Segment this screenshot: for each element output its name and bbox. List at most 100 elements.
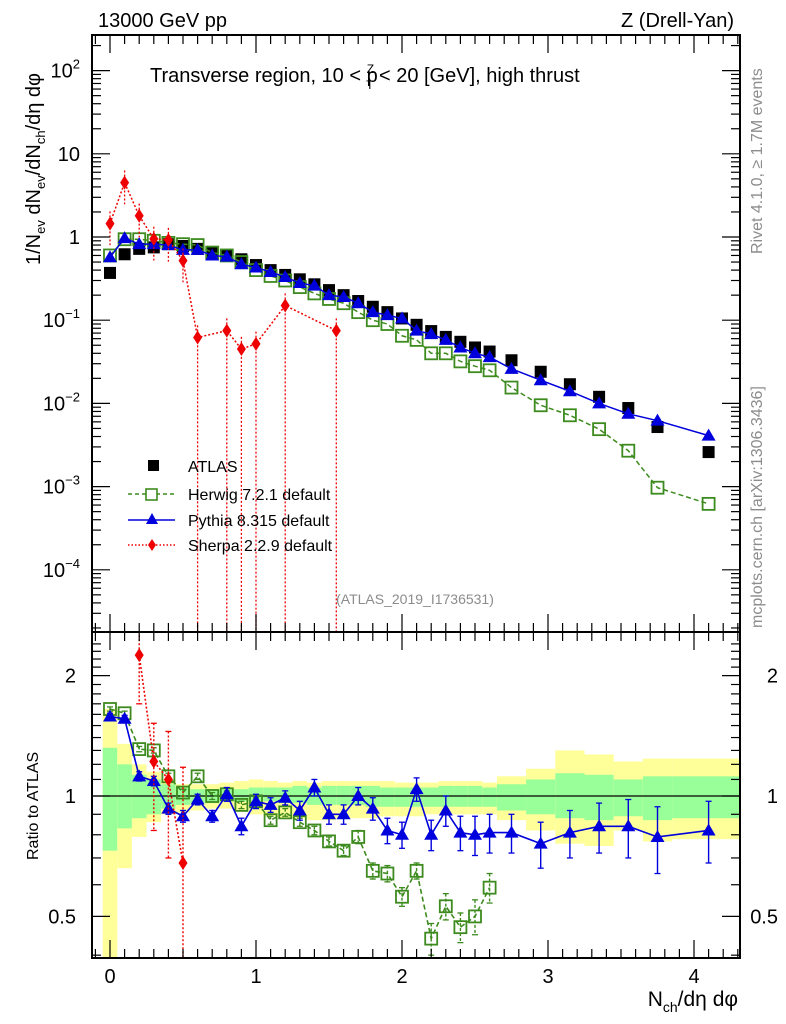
x-tick-label: 0 [104, 966, 115, 988]
series-line-pythia [109, 237, 709, 437]
plot-title: Transverse region, 10 < pZ T < 20 [GeV], … [150, 62, 580, 92]
header-left-label: 13000 GeV pp [98, 10, 227, 32]
data-point-herwig [438, 346, 453, 361]
data-point-sherpa [222, 323, 232, 338]
data-point-pythia [205, 248, 220, 261]
data-point-pythia [365, 305, 380, 318]
plot-title-sub: T [366, 78, 374, 92]
data-point-pythia [380, 308, 395, 321]
header-right-label: Z (Drell-Yan) [621, 10, 734, 32]
ratio-point-herwig [365, 863, 380, 878]
data-point-herwig [563, 408, 577, 423]
uncertainty-band-inner [496, 784, 527, 811]
data-point-pythia [117, 231, 132, 244]
ratio-point-herwig [205, 789, 220, 803]
ratio-line-pythia [109, 715, 709, 845]
legend-marker-sherpa [148, 539, 156, 551]
ratio-y-tick-label-left: 0.5 [48, 906, 76, 928]
data-point-pythia [292, 275, 307, 288]
data-point-herwig [409, 332, 424, 347]
ratio-point-herwig [468, 909, 482, 924]
data-point-atlas [534, 365, 547, 378]
data-point-pythia [409, 323, 424, 336]
data-point-herwig [701, 496, 716, 511]
uncertainty-band-inner [263, 787, 278, 802]
ratio-point-pythia [351, 789, 366, 801]
data-point-sherpa [134, 208, 144, 223]
ratio-point-herwig [482, 880, 497, 895]
ratio-point-pythia [205, 809, 220, 822]
legend-label-atlas: ATLAS [188, 459, 238, 476]
plot-title-sup: Z [367, 62, 374, 76]
ratio-point-herwig [307, 823, 322, 838]
data-point-atlas [104, 266, 116, 279]
y-tick-label: 10−2 [43, 389, 80, 415]
ratio-point-pythia [117, 711, 132, 724]
ratio-point-herwig [351, 830, 366, 844]
rivet-label: Rivet 4.1.0, ≥ 1.7M events [749, 68, 766, 254]
data-point-sherpa [105, 216, 115, 231]
data-point-atlas [118, 248, 131, 261]
ratio-y-axis-label: Ratio to ATLAS [25, 752, 42, 860]
ratio-point-pythia [409, 782, 424, 795]
data-point-sherpa [193, 330, 203, 345]
main-y-axis-label: 1/Nev dNev/dNch/dη dφ [23, 73, 48, 265]
uncertainty-band-inner [292, 785, 308, 804]
data-point-herwig [621, 443, 636, 458]
ratio-point-pythia [292, 803, 307, 816]
x-axis-label: Nch/dη dφ [648, 988, 738, 1015]
ratio-point-pythia [533, 836, 548, 849]
ratio-point-pythia [504, 825, 519, 838]
y-tick-label: 10 [58, 144, 80, 166]
ratio-point-pythia [322, 807, 336, 820]
data-point-pythia [562, 384, 577, 397]
ratio-point-sherpa [163, 772, 173, 787]
series-line-sherpa [109, 180, 337, 350]
data-point-pythia [190, 242, 205, 255]
uncertainty-band-inner [102, 747, 118, 851]
ratio-point-pythia [592, 819, 607, 832]
data-point-pythia [468, 346, 482, 359]
data-point-sherpa [120, 175, 130, 190]
data-point-herwig [533, 398, 548, 413]
ratio-point-pythia [234, 819, 249, 832]
data-point-pythia [650, 413, 665, 426]
legend-label-herwig: Herwig 7.2.1 default [188, 487, 331, 504]
uncertainty-band-inner [423, 787, 439, 807]
ratio-point-herwig [424, 931, 439, 946]
ratio-y-tick-label-right: 1 [767, 786, 778, 808]
ratio-point-pythia [395, 827, 409, 840]
ratio-point-pythia [650, 829, 665, 842]
ratio-point-pythia [380, 823, 395, 836]
ratio-point-herwig [336, 843, 351, 858]
mcplots-label: mcplots.cern.ch [arXiv:1306.3436] [749, 386, 766, 628]
data-point-pythia [424, 327, 439, 340]
data-point-pythia [701, 428, 716, 441]
data-point-herwig [482, 363, 497, 378]
data-point-pythia [249, 260, 263, 273]
ratio-y-tick-label-right: 2 [767, 666, 778, 688]
x-tick-label: 1 [250, 966, 261, 988]
ratio-point-pythia [482, 825, 497, 838]
ratio-y-tick-label-left: 1 [65, 786, 76, 808]
ratio-point-herwig [322, 834, 336, 849]
ratio-point-pythia [468, 827, 482, 840]
plot-title-pre: Transverse region, 10 < p [150, 65, 378, 87]
ratio-point-herwig [132, 742, 147, 756]
ratio-point-pythia [263, 797, 278, 810]
data-point-pythia [307, 278, 322, 291]
ratio-point-sherpa [134, 648, 144, 663]
ratio-y-tick-label-right: 0.5 [750, 906, 778, 928]
ratio-point-pythia [621, 819, 636, 832]
legend-label-sherpa: Sherpa 2.2.9 default [188, 538, 333, 555]
ratio-point-pythia [219, 787, 234, 800]
y-tick-label: 102 [51, 57, 80, 83]
y-tick-label: 10−3 [43, 473, 80, 499]
data-point-herwig [453, 354, 468, 369]
ratio-point-pythia [278, 790, 293, 803]
ratio-line-sherpa [138, 655, 184, 864]
data-point-pythia [263, 264, 278, 277]
legend: ATLAS Herwig 7.2.1 default Pythia 8.315 … [128, 459, 333, 555]
ratio-point-herwig [380, 866, 395, 881]
